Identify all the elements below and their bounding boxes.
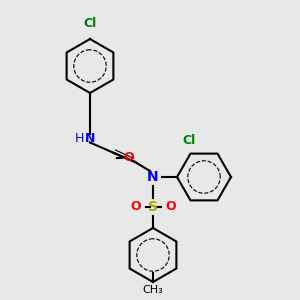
Text: N: N [85, 131, 95, 145]
Text: O: O [130, 200, 141, 214]
Text: O: O [123, 151, 134, 164]
Text: Cl: Cl [83, 17, 97, 30]
Text: H: H [75, 131, 84, 145]
Text: O: O [165, 200, 175, 214]
Text: S: S [148, 200, 158, 214]
Text: N: N [147, 170, 159, 184]
Text: CH₃: CH₃ [142, 285, 164, 295]
Text: Cl: Cl [182, 134, 196, 147]
